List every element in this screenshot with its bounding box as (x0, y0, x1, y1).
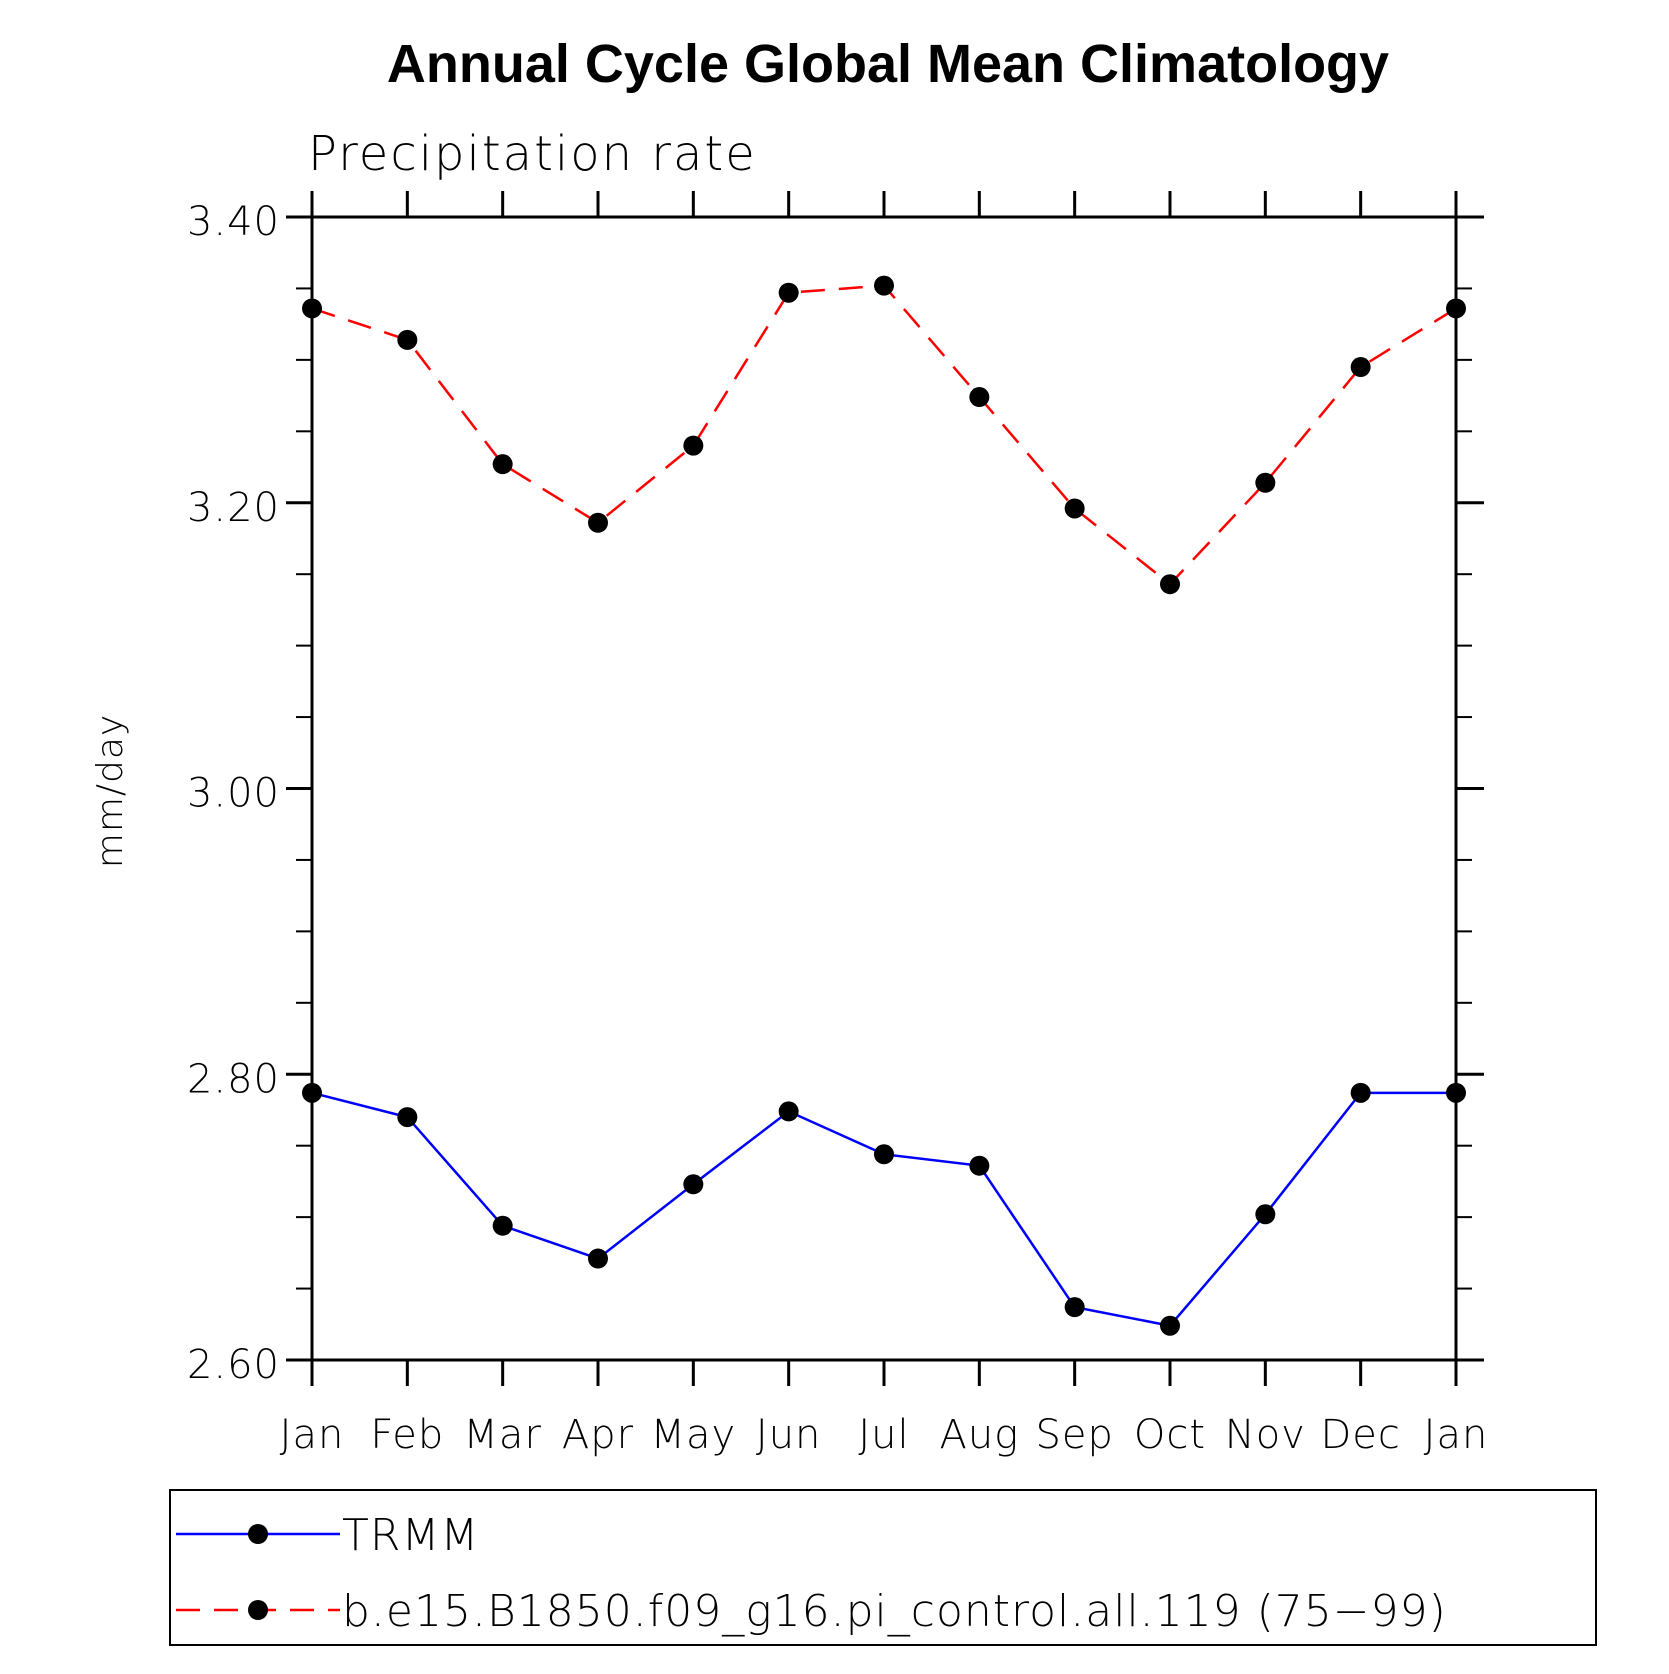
series-0-point (397, 1107, 418, 1128)
series-0-point (302, 1082, 322, 1103)
legend: TRMM b.e15.B1850.f09_g16.pi_control.all.1… (169, 1489, 1597, 1646)
series-0-point (1255, 1204, 1276, 1225)
x-tick-label: Jul (858, 1412, 909, 1458)
legend-label-0: TRMM (342, 1510, 479, 1561)
series-1-point (1255, 472, 1276, 493)
y-tick-label: 3.40 (187, 199, 280, 245)
series-0-point (1064, 1297, 1085, 1318)
series-1-point (683, 435, 704, 456)
x-tick-label: Jan (280, 1412, 345, 1458)
series-0-point (1160, 1315, 1180, 1336)
series-0-point (1350, 1082, 1371, 1103)
series-1-point (397, 329, 418, 350)
legend-box (169, 1489, 1597, 1646)
series-1-point (969, 387, 990, 408)
series-1-point (778, 282, 799, 303)
x-tick-label: Dec (1320, 1412, 1400, 1458)
series-0-point (683, 1174, 704, 1195)
chart-title: Annual Cycle Global Mean Climatology (387, 34, 1389, 94)
series-1-point (492, 454, 513, 475)
plot-area: Jan Feb Mar Apr May Jun Jul Aug Sep Oct Nov Dec Jan2… (187, 191, 1489, 1458)
y-tick-label: 3.00 (187, 771, 280, 817)
y-tick-label: 2.60 (187, 1342, 280, 1388)
x-tick-label: Feb (370, 1412, 444, 1458)
y-tick-label: 3.20 (187, 485, 280, 531)
series-0-point (588, 1248, 608, 1269)
series-1-point (588, 512, 608, 533)
series-0-point (778, 1101, 799, 1122)
series-1-point (302, 298, 322, 319)
x-tick-label: Aug (939, 1412, 1019, 1458)
x-tick-label: Sep (1035, 1412, 1113, 1458)
x-tick-label: Jan (1424, 1412, 1489, 1458)
series-1-point (874, 275, 894, 296)
legend-marker-0 (248, 1524, 268, 1544)
chart-subtitle: Precipitation rate (308, 126, 757, 182)
series-1-point (1160, 574, 1180, 595)
x-tick-label: May (650, 1412, 736, 1458)
x-tick-label: Apr (562, 1412, 634, 1458)
x-tick-label: Nov (1225, 1412, 1306, 1458)
series-1-point (1350, 357, 1371, 378)
series-1-point (1446, 298, 1466, 319)
y-axis-label: mm/day (90, 714, 131, 868)
legend-label-1: b.e15.B1850.f09_g16.pi_control.all.119 (… (342, 1586, 1447, 1637)
x-tick-label: Mar (463, 1412, 541, 1458)
series-0-point (874, 1144, 894, 1165)
x-tick-label: Jun (756, 1412, 822, 1458)
series-line-0 (311, 1091, 1456, 1328)
series-0-point (1446, 1082, 1466, 1103)
legend-marker-1 (248, 1600, 268, 1620)
series-line-1 (311, 284, 1457, 586)
y-tick-label: 2.80 (187, 1056, 280, 1102)
series-0-point (969, 1155, 990, 1176)
x-tick-label: Oct (1134, 1412, 1206, 1458)
series-1-point (1064, 498, 1085, 519)
series-0-point (492, 1215, 513, 1236)
